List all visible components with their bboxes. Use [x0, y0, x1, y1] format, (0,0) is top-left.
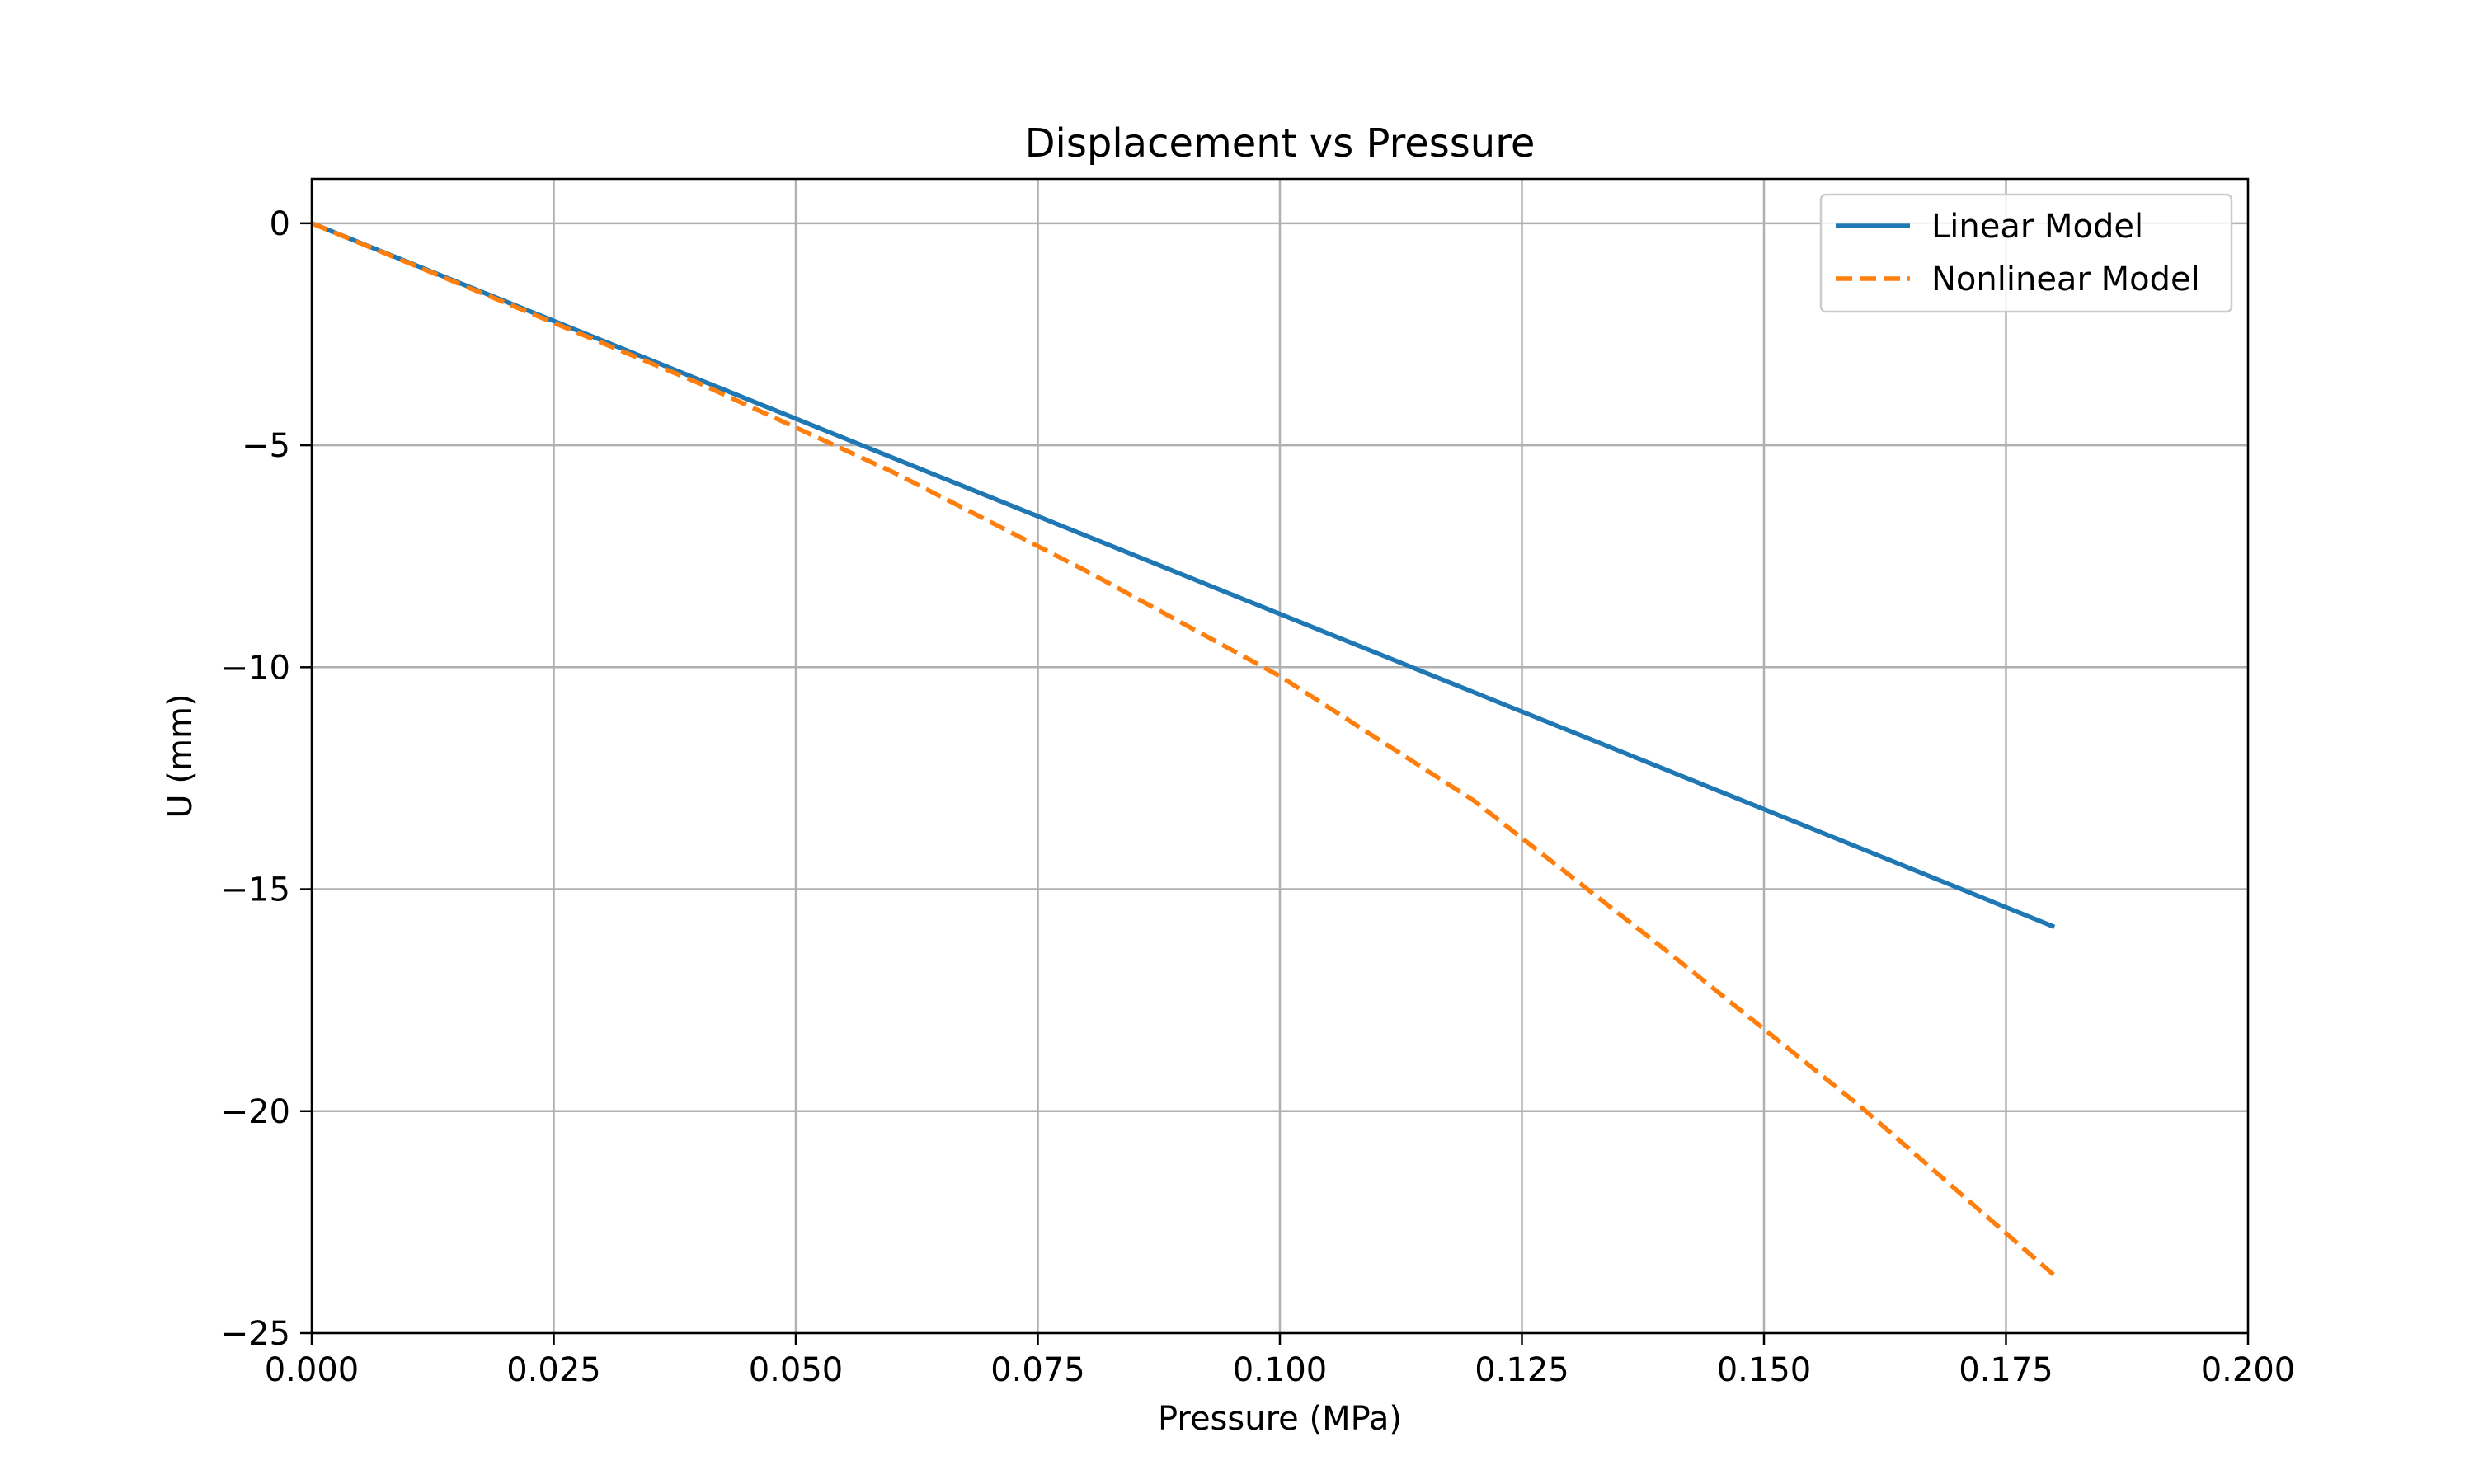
y-tick-label: 0: [270, 205, 290, 243]
x-tick-label: 0.100: [1233, 1351, 1328, 1389]
legend-box: [1819, 193, 2233, 313]
x-tick-label: 0.200: [2201, 1351, 2296, 1389]
series-line-nonlinear-model: [310, 221, 2057, 1278]
x-tick-label: 0.150: [1717, 1351, 1812, 1389]
legend-label: Nonlinear Model: [1931, 261, 2200, 298]
x-tick-label: 0.125: [1475, 1351, 1569, 1389]
y-tick-label: −5: [242, 427, 290, 465]
x-tick-label: 0.175: [1959, 1351, 2053, 1389]
grid-layer: [310, 179, 2250, 1335]
y-tick-label: −15: [221, 871, 290, 909]
chart-title: Displacement vs Pressure: [1025, 120, 1536, 167]
legend: Linear Model Nonlinear Model: [1819, 193, 2233, 313]
x-axis-label: Pressure (MPa): [1158, 1400, 1402, 1438]
y-tick-label: −25: [221, 1315, 290, 1353]
y-tick-label: −20: [221, 1093, 290, 1131]
legend-label: Linear Model: [1931, 208, 2143, 246]
y-tick-label: −10: [221, 649, 290, 687]
series-layer: [310, 221, 2057, 1278]
x-tick-label: 0.050: [749, 1351, 844, 1389]
x-tick-label: 0.000: [265, 1351, 360, 1389]
series-line-linear-model: [310, 221, 2056, 929]
tick-layer: 0.000 0.025 0.050 0.075 0.100 0.125 0.150 0.175…: [221, 205, 2296, 1389]
x-tick-label: 0.025: [506, 1351, 601, 1389]
x-tick-label: 0.075: [990, 1351, 1085, 1389]
y-axis-label: U (mm): [162, 693, 200, 818]
